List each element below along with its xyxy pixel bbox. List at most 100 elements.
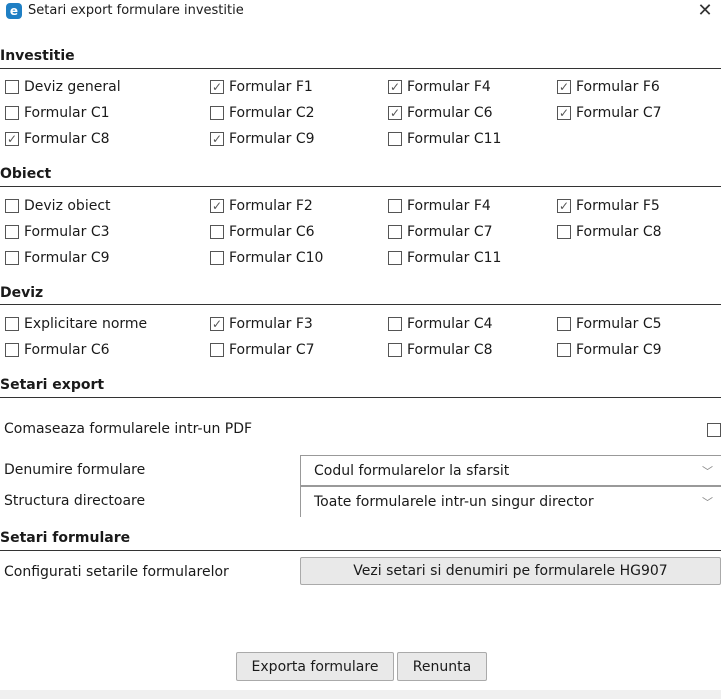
checkbox-item[interactable]: Formular C6 bbox=[210, 221, 315, 243]
checkbox-unchecked-icon[interactable] bbox=[5, 343, 19, 357]
checkbox-unchecked-icon[interactable] bbox=[5, 225, 19, 239]
checkbox-unchecked-icon[interactable] bbox=[210, 343, 224, 357]
checkbox-item[interactable]: ✓ Formular F4 bbox=[388, 76, 491, 98]
checkbox-unchecked-icon[interactable] bbox=[5, 251, 19, 265]
checkbox-checked-icon[interactable]: ✓ bbox=[5, 132, 19, 146]
checkbox-checked-icon[interactable]: ✓ bbox=[557, 199, 571, 213]
checkbox-unchecked-icon[interactable] bbox=[388, 132, 402, 146]
checkbox-checked-icon[interactable]: ✓ bbox=[388, 80, 402, 94]
chevron-down-icon: ﹀ bbox=[702, 464, 713, 478]
naming-select[interactable]: Codul formularelor la sfarsit ﹀ bbox=[300, 455, 721, 486]
checkbox-checked-icon[interactable]: ✓ bbox=[388, 106, 402, 120]
merge-pdf-label: Comaseaza formularele intr-un PDF bbox=[4, 421, 253, 437]
checkbox-label: Formular C6 bbox=[229, 224, 315, 240]
checkbox-checked-icon[interactable]: ✓ bbox=[210, 317, 224, 331]
checkbox-item[interactable]: Formular C8 bbox=[557, 221, 662, 243]
checkbox-unchecked-icon[interactable] bbox=[388, 225, 402, 239]
structure-label: Structura directoare bbox=[4, 493, 146, 509]
checkbox-unchecked-icon[interactable] bbox=[388, 343, 402, 357]
checkbox-item[interactable]: Formular C10 bbox=[210, 247, 323, 269]
checkbox-item[interactable]: ✓ Formular C7 bbox=[557, 102, 662, 124]
checkbox-unchecked-icon[interactable] bbox=[210, 106, 224, 120]
checkbox-item[interactable]: Formular F4 bbox=[388, 195, 491, 217]
section-title-setari-export: Setari export bbox=[0, 377, 105, 393]
divider bbox=[0, 304, 721, 305]
config-label: Configurati setarile formularelor bbox=[4, 564, 229, 580]
checkbox-checked-icon[interactable]: ✓ bbox=[557, 106, 571, 120]
checkbox-unchecked-icon[interactable] bbox=[5, 317, 19, 331]
checkbox-label: Formular C10 bbox=[229, 250, 324, 266]
checkbox-label: Formular C7 bbox=[407, 224, 493, 240]
checkbox-unchecked-icon[interactable] bbox=[5, 199, 19, 213]
checkbox-unchecked-icon[interactable] bbox=[388, 251, 402, 265]
checkbox-item[interactable]: ✓ Formular C9 bbox=[210, 128, 315, 150]
checkbox-unchecked-icon[interactable] bbox=[210, 251, 224, 265]
export-button[interactable]: Exporta formulare bbox=[236, 652, 394, 681]
checkbox-item[interactable]: Formular C1 bbox=[5, 102, 110, 124]
checkbox-unchecked-icon[interactable] bbox=[5, 80, 19, 94]
bottom-edge bbox=[0, 690, 721, 699]
checkbox-item[interactable]: Formular C11 bbox=[388, 128, 501, 150]
checkbox-unchecked-icon[interactable] bbox=[557, 317, 571, 331]
section-title-deviz: Deviz bbox=[0, 285, 44, 301]
cancel-button[interactable]: Renunta bbox=[397, 652, 487, 681]
checkbox-item[interactable]: Deviz general bbox=[5, 76, 121, 98]
checkbox-item[interactable]: ✓ Formular F6 bbox=[557, 76, 660, 98]
structure-select[interactable]: Toate formularele intr-un singur directo… bbox=[300, 486, 721, 517]
checkbox-unchecked-icon[interactable] bbox=[557, 225, 571, 239]
section-title-investitie: Investitie bbox=[0, 48, 75, 64]
checkbox-unchecked-icon[interactable] bbox=[210, 225, 224, 239]
checkbox-label: Deviz obiect bbox=[24, 198, 111, 214]
checkbox-unchecked-icon[interactable] bbox=[557, 343, 571, 357]
checkbox-checked-icon[interactable]: ✓ bbox=[210, 132, 224, 146]
checkbox-item[interactable]: Formular C7 bbox=[388, 221, 493, 243]
checkbox-item[interactable]: Formular C4 bbox=[388, 313, 493, 335]
checkbox-label: Formular C11 bbox=[407, 131, 502, 147]
app-logo-icon: e bbox=[6, 3, 22, 19]
checkbox-item[interactable]: Formular C5 bbox=[557, 313, 662, 335]
checkbox-item[interactable]: ✓ Formular F2 bbox=[210, 195, 313, 217]
checkbox-label: Formular C11 bbox=[407, 250, 502, 266]
divider bbox=[0, 68, 721, 69]
checkbox-checked-icon[interactable]: ✓ bbox=[210, 199, 224, 213]
checkbox-checked-icon[interactable]: ✓ bbox=[557, 80, 571, 94]
checkbox-label: Formular C9 bbox=[576, 342, 662, 358]
checkbox-item[interactable]: Formular C2 bbox=[210, 102, 315, 124]
checkbox-label: Formular F2 bbox=[229, 198, 313, 214]
checkbox-item[interactable]: Formular C3 bbox=[5, 221, 110, 243]
checkbox-label: Formular C5 bbox=[576, 316, 662, 332]
checkbox-label: Formular F1 bbox=[229, 79, 313, 95]
checkbox-unchecked-icon[interactable] bbox=[388, 199, 402, 213]
checkbox-unchecked-icon[interactable] bbox=[5, 106, 19, 120]
merge-pdf-checkbox[interactable] bbox=[707, 423, 721, 437]
checkbox-label: Formular C8 bbox=[407, 342, 493, 358]
checkbox-item[interactable]: Formular C9 bbox=[557, 339, 662, 361]
close-icon[interactable]: ✕ bbox=[697, 0, 713, 21]
checkbox-checked-icon[interactable]: ✓ bbox=[210, 80, 224, 94]
divider bbox=[0, 397, 721, 398]
checkbox-item[interactable]: ✓ Formular C8 bbox=[5, 128, 110, 150]
checkbox-item[interactable]: Deviz obiect bbox=[5, 195, 111, 217]
checkbox-label: Formular C9 bbox=[229, 131, 315, 147]
chevron-down-icon: ﹀ bbox=[702, 496, 713, 509]
checkbox-item[interactable]: Formular C7 bbox=[210, 339, 315, 361]
checkbox-label: Formular C6 bbox=[24, 342, 110, 358]
checkbox-label: Formular F6 bbox=[576, 79, 660, 95]
checkbox-item[interactable]: Formular C9 bbox=[5, 247, 110, 269]
checkbox-label: Formular F4 bbox=[407, 79, 491, 95]
config-button[interactable]: Vezi setari si denumiri pe formularele H… bbox=[300, 557, 721, 585]
checkbox-label: Formular C6 bbox=[407, 105, 493, 121]
checkbox-item[interactable]: ✓ Formular F5 bbox=[557, 195, 660, 217]
checkbox-item[interactable]: ✓ Formular F3 bbox=[210, 313, 313, 335]
checkbox-item[interactable]: Formular C6 bbox=[5, 339, 110, 361]
checkbox-item[interactable]: Formular C8 bbox=[388, 339, 493, 361]
naming-value: Codul formularelor la sfarsit bbox=[314, 462, 510, 479]
checkbox-label: Formular C2 bbox=[229, 105, 315, 121]
checkbox-item[interactable]: ✓ Formular F1 bbox=[210, 76, 313, 98]
checkbox-item[interactable]: Explicitare norme bbox=[5, 313, 147, 335]
checkbox-label: Formular C8 bbox=[576, 224, 662, 240]
checkbox-label: Formular C7 bbox=[229, 342, 315, 358]
checkbox-unchecked-icon[interactable] bbox=[388, 317, 402, 331]
checkbox-item[interactable]: Formular C11 bbox=[388, 247, 501, 269]
checkbox-item[interactable]: ✓ Formular C6 bbox=[388, 102, 493, 124]
